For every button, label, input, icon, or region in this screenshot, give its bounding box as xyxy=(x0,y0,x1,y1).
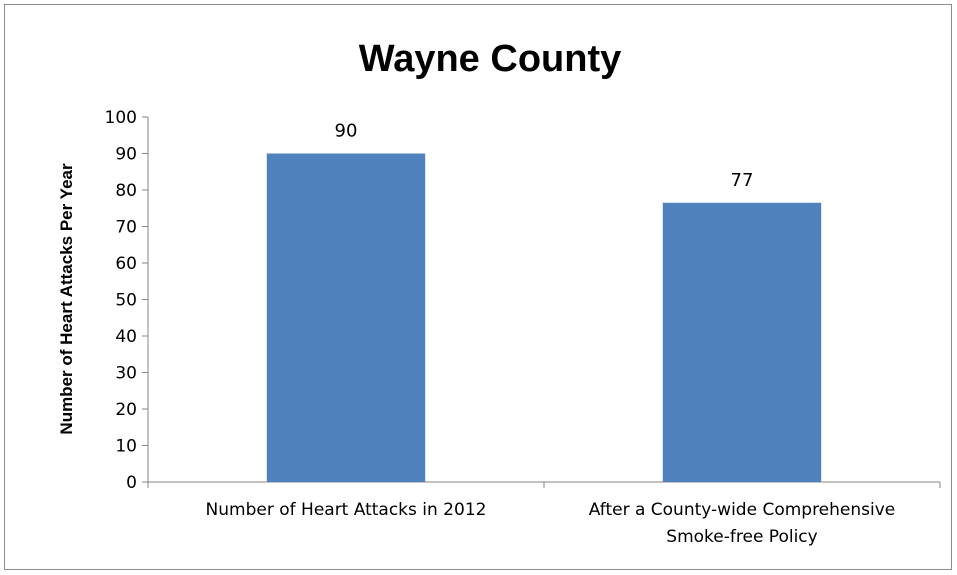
bar xyxy=(266,153,426,482)
category-label: Number of Heart Attacks in 2012 xyxy=(206,500,487,520)
x-axis xyxy=(147,481,941,488)
y-tick-label: 10 xyxy=(115,437,137,457)
y-axis-label: Number of Heart Attacks Per Year xyxy=(57,163,76,435)
y-tick-label: 30 xyxy=(115,364,137,384)
y-tick-label: 0 xyxy=(126,473,137,493)
bar xyxy=(662,202,822,482)
y-tick-label: 90 xyxy=(115,145,137,165)
chart-title: Wayne County xyxy=(359,38,622,80)
y-tick-label: 50 xyxy=(115,291,137,311)
y-tick-label: 80 xyxy=(115,181,137,201)
category-label: Smoke-free Policy xyxy=(666,527,817,547)
y-tick-label: 60 xyxy=(115,254,137,274)
data-labels: 90 77 xyxy=(335,121,754,191)
y-axis: 0 10 20 30 40 50 60 70 80 90 100 xyxy=(105,108,149,493)
y-tick-label: 20 xyxy=(115,400,137,420)
y-tick-label: 70 xyxy=(115,218,137,238)
bars xyxy=(266,153,822,482)
y-tick-label: 100 xyxy=(105,108,137,128)
category-label: After a County-wide Comprehensive xyxy=(589,500,896,520)
y-tick-label: 40 xyxy=(115,327,137,347)
category-labels: Number of Heart Attacks in 2012 After a C… xyxy=(206,500,896,547)
data-label: 90 xyxy=(335,121,358,142)
data-label: 77 xyxy=(731,170,754,191)
